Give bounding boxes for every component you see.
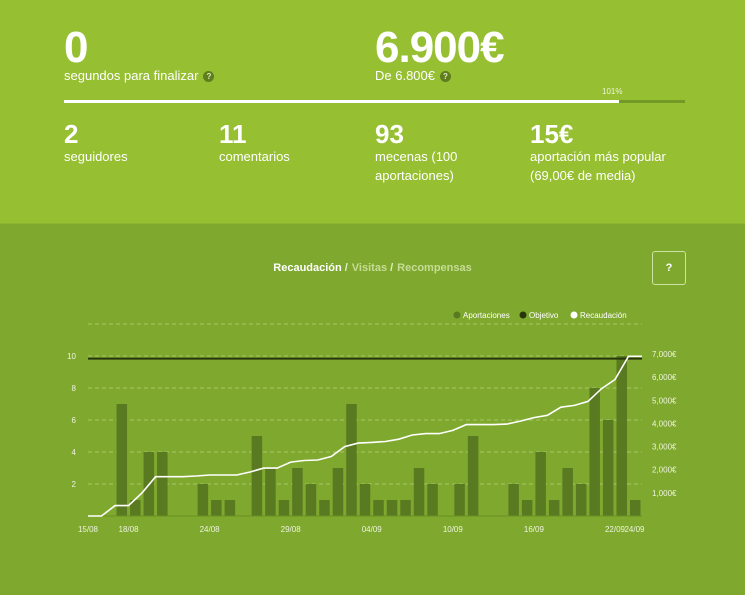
stats-panel: 0 segundos para finalizar? 6.900€ De 6.8… — [0, 0, 745, 224]
chart-tabs: Recaudación / Visitas / Recompensas — [0, 262, 745, 274]
y-tick-label: 10 — [67, 352, 76, 361]
x-tick-label: 22/09 — [605, 525, 626, 534]
bar — [589, 388, 600, 516]
bar — [427, 484, 438, 516]
x-tick-label: 18/08 — [119, 525, 140, 534]
y2-tick-label: 3,000€ — [652, 443, 677, 452]
legend-item: Recaudación — [580, 311, 627, 320]
stat-popular-label: aportación más popular (69,00€ de media) — [530, 149, 666, 183]
bar — [157, 452, 168, 516]
y2-tick-label: 4,000€ — [652, 419, 677, 428]
x-tick-label: 29/08 — [281, 525, 302, 534]
y2-tick-label: 1,000€ — [652, 489, 677, 498]
legend-marker — [570, 311, 578, 319]
bar — [332, 468, 344, 516]
funding-label: De 6.800€? — [375, 66, 451, 85]
x-tick-label: 15/08 — [78, 525, 99, 534]
stat-followers-label: seguidores — [64, 149, 128, 164]
bar — [548, 500, 560, 516]
progress-bar-fill — [64, 100, 619, 103]
x-tick-label: 24/08 — [200, 525, 221, 534]
tab-recompensas[interactable]: Recompensas — [397, 262, 472, 274]
bar — [305, 484, 317, 516]
countdown-value: 0 — [64, 23, 89, 72]
legend-marker — [519, 311, 527, 319]
bar — [292, 468, 303, 516]
y2-tick-label: 2,000€ — [652, 466, 677, 475]
help-button[interactable]: ? — [652, 251, 686, 285]
bar — [346, 404, 357, 516]
bar — [508, 484, 519, 516]
y-tick-label: 4 — [72, 448, 77, 457]
legend-item: Aportaciones — [463, 311, 510, 320]
recaudacion-line — [88, 355, 642, 517]
funding-label-text: De 6.800€ — [375, 68, 435, 83]
progress-percent: 101% — [602, 87, 623, 96]
bar — [373, 500, 384, 516]
bar — [521, 500, 533, 516]
bar — [616, 356, 627, 516]
y-tick-label: 6 — [72, 416, 77, 425]
bar — [278, 500, 290, 516]
bar — [413, 468, 425, 516]
y-tick-label: 2 — [72, 480, 77, 489]
y2-tick-label: 5,000€ — [652, 396, 677, 405]
tab-visitas[interactable]: Visitas — [351, 262, 388, 274]
funding-value: 6.900€ — [375, 23, 505, 72]
bar — [116, 404, 128, 516]
tab-separator: / — [390, 262, 394, 274]
bar — [629, 500, 641, 516]
bar — [562, 468, 573, 516]
bar — [575, 484, 587, 516]
bar — [197, 484, 209, 516]
y2-tick-label: 6,000€ — [652, 373, 677, 382]
x-tick-label: 24/09 — [624, 525, 645, 534]
legend-item: Objetivo — [529, 311, 559, 320]
bar — [224, 500, 236, 516]
stat-comments-value: 11 — [219, 119, 247, 149]
stat-comments-label: comentarios — [219, 149, 290, 164]
progress-bar — [64, 100, 685, 103]
y-tick-label: 8 — [72, 384, 77, 393]
help-icon[interactable]: ? — [203, 71, 215, 83]
y2-tick-label: 7,000€ — [652, 350, 677, 359]
stat-popular-value: 15€ — [530, 119, 574, 149]
bar — [602, 420, 614, 516]
bar — [386, 500, 398, 516]
legend-marker — [453, 311, 461, 319]
countdown-label-text: segundos para finalizar — [64, 68, 199, 83]
bar — [211, 500, 222, 516]
bar — [400, 500, 411, 516]
stat-backers-value: 93 — [375, 119, 404, 149]
x-tick-label: 10/09 — [443, 525, 464, 534]
stat-followers-value: 2 — [64, 119, 79, 149]
bar — [130, 500, 141, 516]
bar — [319, 500, 330, 516]
bar — [251, 436, 263, 516]
bar — [359, 484, 371, 516]
tab-separator: / — [344, 262, 348, 274]
bar — [535, 452, 546, 516]
x-tick-label: 04/09 — [362, 525, 383, 534]
x-tick-label: 16/09 — [524, 525, 545, 534]
bar — [467, 436, 479, 516]
bar — [265, 468, 276, 516]
tab-recaudacion[interactable]: Recaudación — [273, 262, 342, 274]
countdown-label: segundos para finalizar? — [64, 66, 215, 85]
bar — [454, 484, 465, 516]
help-icon[interactable]: ? — [440, 71, 451, 83]
stat-backers-label: mecenas (100 aportaciones) — [375, 149, 458, 183]
